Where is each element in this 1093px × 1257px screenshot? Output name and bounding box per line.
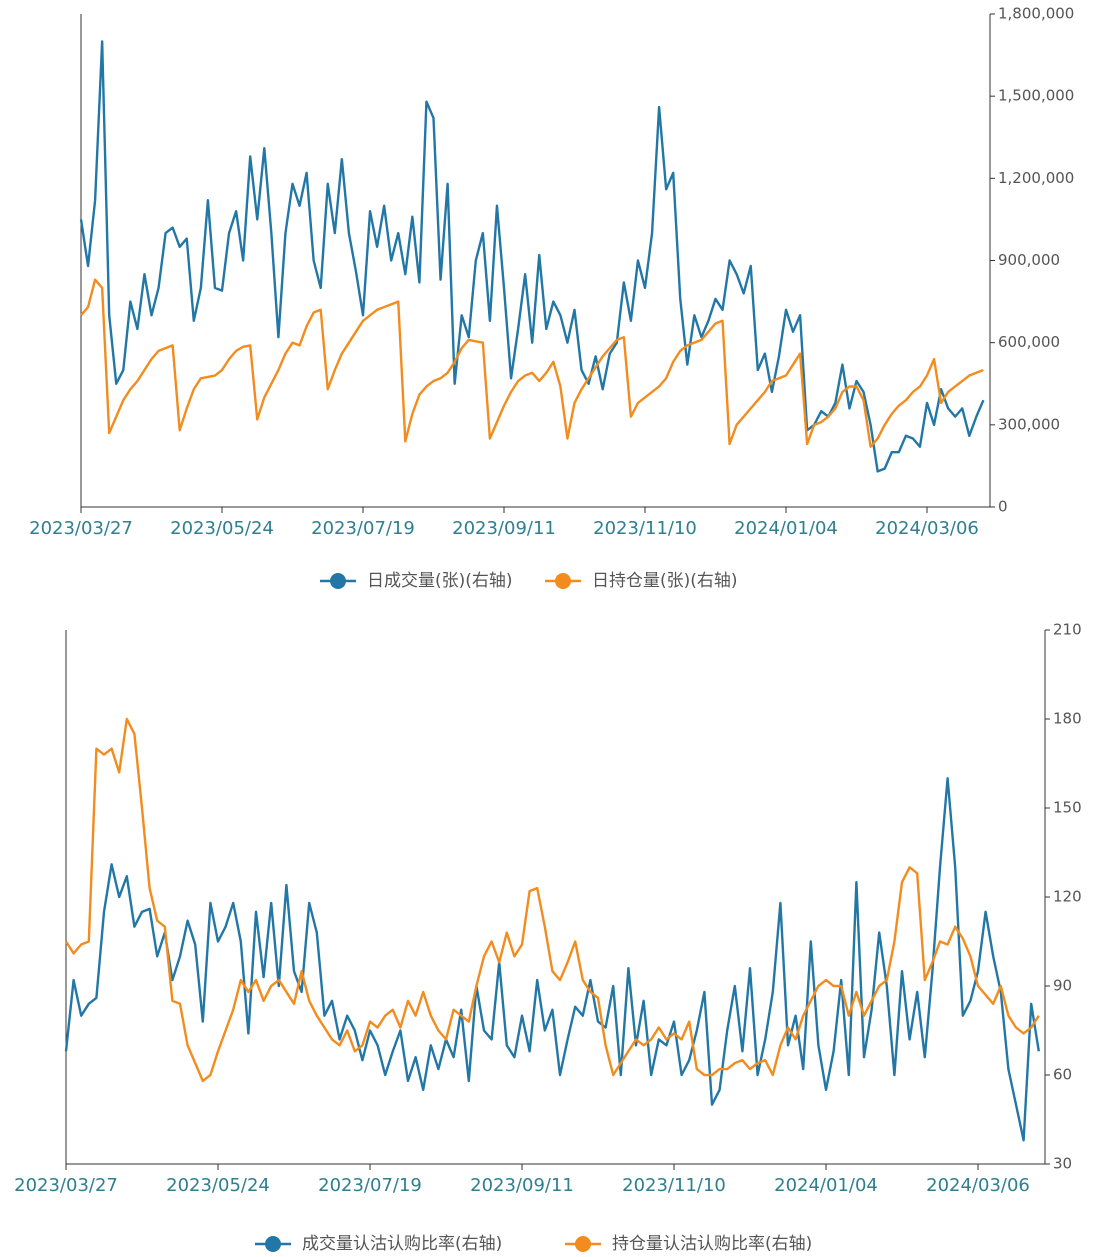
series-line xyxy=(80,278,984,448)
legend-marker xyxy=(555,573,571,589)
series-line xyxy=(79,40,985,473)
legend-label: 持仓量认沽认购比率(右轴) xyxy=(612,1234,812,1254)
y-tick-label: 60 xyxy=(1053,1066,1072,1084)
y-tick-label: 120 xyxy=(1053,888,1082,906)
x-tick-label: 2024/01/04 xyxy=(774,1175,878,1196)
legend-marker xyxy=(330,573,346,589)
y-tick-label: 1,500,000 xyxy=(998,87,1074,105)
legend-marker xyxy=(575,1236,591,1252)
x-tick-label: 2024/03/06 xyxy=(875,518,979,539)
x-tick-label: 2023/09/11 xyxy=(470,1175,574,1196)
x-tick-label: 2023/05/24 xyxy=(166,1175,270,1196)
x-tick-label: 2023/11/10 xyxy=(593,518,697,539)
y-tick-label: 900,000 xyxy=(998,251,1060,269)
y-tick-label: 1,200,000 xyxy=(998,169,1074,187)
legend-label: 日持仓量(张)(右轴) xyxy=(592,571,738,591)
y-tick-label: 30 xyxy=(1053,1155,1072,1173)
x-tick-label: 2023/05/24 xyxy=(170,518,274,539)
series-line xyxy=(64,717,1040,1083)
y-tick-label: 1,800,000 xyxy=(998,5,1074,23)
y-tick-label: 600,000 xyxy=(998,333,1060,351)
legend-marker xyxy=(265,1236,281,1252)
x-tick-label: 2024/01/04 xyxy=(734,518,838,539)
x-tick-label: 2023/07/19 xyxy=(311,518,415,539)
x-tick-label: 2023/11/10 xyxy=(622,1175,726,1196)
series-line xyxy=(64,777,1040,1142)
legend-label: 成交量认沽认购比率(右轴) xyxy=(302,1234,502,1254)
y-tick-label: 180 xyxy=(1053,710,1082,728)
y-tick-label: 150 xyxy=(1053,799,1082,817)
y-tick-label: 210 xyxy=(1053,621,1082,639)
x-tick-label: 2023/03/27 xyxy=(14,1175,118,1196)
legend-label: 日成交量(张)(右轴) xyxy=(367,571,513,591)
x-tick-label: 2024/03/06 xyxy=(926,1175,1030,1196)
y-tick-label: 90 xyxy=(1053,977,1072,995)
x-tick-label: 2023/03/27 xyxy=(29,518,133,539)
y-tick-label: 300,000 xyxy=(998,415,1060,433)
x-tick-label: 2023/07/19 xyxy=(318,1175,422,1196)
x-tick-label: 2023/09/11 xyxy=(452,518,556,539)
y-tick-label: 0 xyxy=(998,498,1008,516)
